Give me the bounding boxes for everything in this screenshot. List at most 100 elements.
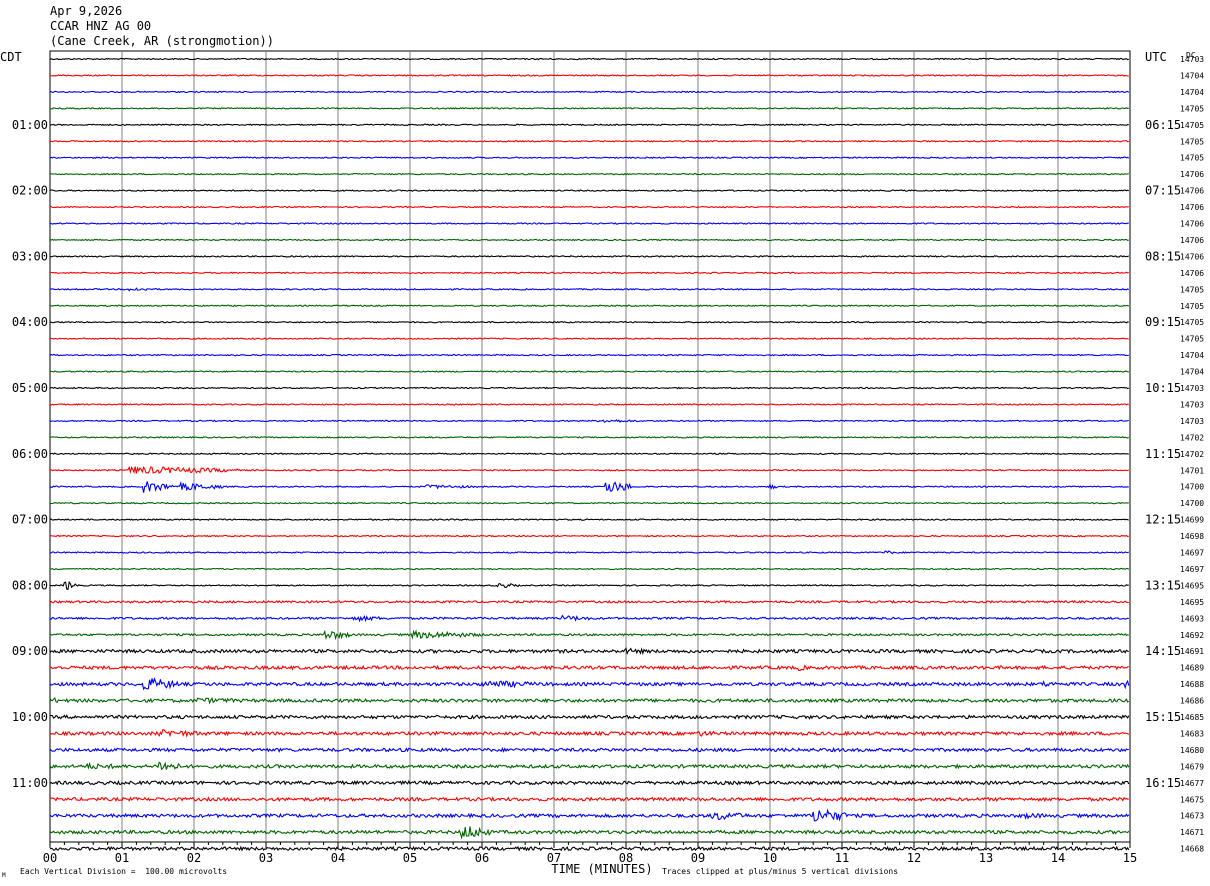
seismic-trace <box>50 534 1129 538</box>
x-tick-label: 09 <box>691 851 705 865</box>
left-axis-title: CDT <box>0 50 22 64</box>
dc-offset-label: 14677 <box>1180 779 1204 788</box>
seismic-trace <box>49 580 1129 590</box>
dc-offset-label: 14692 <box>1180 631 1204 640</box>
title-location: (Cane Creek, AR (strongmotion)) <box>50 34 274 48</box>
seismic-trace <box>49 139 1129 143</box>
dc-column-title: DC <box>1186 51 1196 60</box>
dc-offset-label: 14685 <box>1180 713 1204 722</box>
cdt-hour-label: 11:00 <box>12 776 48 790</box>
dc-offset-label: 14705 <box>1180 285 1204 294</box>
x-tick-label: 03 <box>259 851 273 865</box>
dc-offset-label: 14705 <box>1180 137 1204 146</box>
dc-offset-label: 14698 <box>1180 532 1204 541</box>
utc-hour-label: 10:15 <box>1145 381 1181 395</box>
x-tick-label: 04 <box>331 851 345 865</box>
dc-offset-label: 14703 <box>1180 400 1204 409</box>
cdt-hour-label: 04:00 <box>12 315 48 329</box>
cdt-hour-label: 08:00 <box>12 578 48 592</box>
dc-offset-label: 14691 <box>1180 647 1204 656</box>
utc-hour-label: 09:15 <box>1145 315 1181 329</box>
x-tick-label: 11 <box>835 851 849 865</box>
dc-offset-label: 14689 <box>1180 664 1204 673</box>
seismic-trace <box>49 826 1130 840</box>
dc-offset-label: 14673 <box>1180 812 1204 821</box>
dc-offset-label: 14700 <box>1180 483 1204 492</box>
seismic-trace <box>49 729 1130 738</box>
seismic-trace <box>49 629 1129 641</box>
seismic-trace <box>49 156 1130 160</box>
seismic-trace <box>49 452 1130 456</box>
dc-offset-label: 14688 <box>1180 680 1204 689</box>
dc-offset-label: 14679 <box>1180 762 1204 771</box>
x-tick-label: 00 <box>43 851 57 865</box>
seismic-trace <box>49 480 1129 493</box>
seismic-trace <box>49 353 1129 357</box>
cdt-hour-label: 07:00 <box>12 513 48 527</box>
utc-hour-label: 06:15 <box>1145 118 1181 132</box>
dc-offset-label: 14697 <box>1180 565 1204 574</box>
x-tick-label: 13 <box>979 851 993 865</box>
dc-offset-label: 14703 <box>1180 55 1204 64</box>
seismic-trace <box>49 518 1129 521</box>
seismic-trace <box>49 664 1130 671</box>
plot-frame <box>49 50 1131 843</box>
x-tick-label: 05 <box>403 851 417 865</box>
dc-offset-label: 14702 <box>1180 450 1204 459</box>
dc-offset-label: 14705 <box>1180 302 1204 311</box>
dc-offset-label: 14693 <box>1180 614 1204 623</box>
cdt-hour-label: 02:00 <box>12 184 48 198</box>
dc-offset-label: 14683 <box>1180 729 1204 738</box>
dc-offset-label: 14699 <box>1180 516 1204 525</box>
x-tick-label: 14 <box>1051 851 1065 865</box>
seismic-trace <box>49 205 1129 209</box>
seismic-trace <box>50 107 1129 110</box>
scale-note: Each Vertical Division = 100.00 microvol… <box>20 867 228 876</box>
utc-hour-label: 08:15 <box>1145 249 1181 263</box>
dc-offset-label: 14705 <box>1180 104 1204 113</box>
x-tick-label: 01 <box>115 851 129 865</box>
seismic-trace <box>49 123 1129 127</box>
dc-offset-label: 14706 <box>1180 252 1204 261</box>
dc-offset-label: 14697 <box>1180 549 1204 558</box>
seismic-trace <box>49 796 1129 803</box>
dc-offset-label: 14706 <box>1180 187 1204 196</box>
x-tick-label: 12 <box>907 851 921 865</box>
dc-offset-label: 14668 <box>1180 845 1204 854</box>
seismic-trace <box>49 90 1130 94</box>
seismic-trace <box>49 845 1130 852</box>
dc-offset-label: 14675 <box>1180 795 1204 804</box>
seismic-trace <box>50 386 1130 390</box>
x-tick-label: 15 <box>1123 851 1137 865</box>
dc-offset-label: 14706 <box>1180 236 1204 245</box>
dc-offset-label: 14704 <box>1180 351 1204 360</box>
seismic-trace <box>49 337 1129 340</box>
seismic-trace <box>49 287 1130 292</box>
seismic-trace <box>49 714 1130 720</box>
seismic-trace <box>49 436 1129 439</box>
dc-offset-label: 14705 <box>1180 121 1204 130</box>
cdt-hour-label: 03:00 <box>12 249 48 263</box>
dc-offset-label: 14706 <box>1180 170 1204 179</box>
seismic-trace <box>49 189 1130 192</box>
seismic-trace <box>49 271 1129 275</box>
seismic-trace <box>49 808 1130 822</box>
dc-offset-label: 14695 <box>1180 598 1204 607</box>
dc-offset-label: 14706 <box>1180 203 1204 212</box>
cdt-hour-label: 05:00 <box>12 381 48 395</box>
dc-offset-label: 14671 <box>1180 828 1204 837</box>
seismic-trace <box>49 222 1129 225</box>
cdt-hour-label: 06:00 <box>12 447 48 461</box>
dc-offset-label: 14705 <box>1180 318 1204 327</box>
dc-offset-label: 14704 <box>1180 368 1204 377</box>
seismic-trace <box>50 74 1129 77</box>
dc-offset-label: 14705 <box>1180 335 1204 344</box>
seismic-trace <box>49 57 1129 61</box>
dc-offset-label: 14680 <box>1180 746 1204 755</box>
title-station: CCAR HNZ AG 00 <box>50 19 152 33</box>
seismic-trace <box>49 255 1130 258</box>
x-tick-label: 02 <box>187 851 201 865</box>
x-tick-label: 10 <box>763 851 777 865</box>
seismic-trace <box>49 746 1129 753</box>
dc-offset-label: 14706 <box>1180 220 1204 229</box>
